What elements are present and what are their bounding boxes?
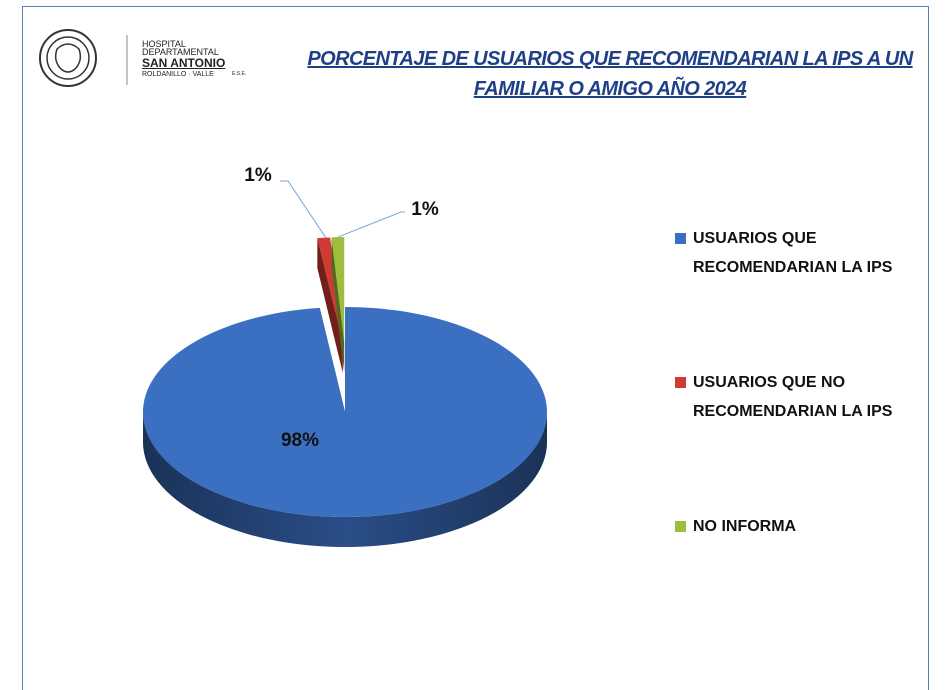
data-label: 98% xyxy=(281,430,319,451)
data-label: 1% xyxy=(411,199,439,220)
slice-face xyxy=(317,237,343,343)
slice-face xyxy=(317,238,343,373)
chart-title: PORCENTAJE DE USUARIOS QUE RECOMENDARIAN… xyxy=(307,48,913,100)
slice-face xyxy=(317,238,343,373)
leader-line xyxy=(280,180,327,238)
frame xyxy=(22,6,929,690)
slice-face xyxy=(331,237,345,343)
logo-text: SAN ANTONIO xyxy=(142,56,226,70)
logo-text: ROLDANILLO · VALLE xyxy=(142,71,214,78)
data-label: 1% xyxy=(244,165,272,186)
pie-slice xyxy=(331,237,345,373)
legend-label: NO INFORMA xyxy=(693,518,797,535)
slice-face xyxy=(331,237,345,373)
slice-face xyxy=(143,412,547,547)
logo-text: DEPARTAMENTAL xyxy=(142,47,219,57)
legend-label: USUARIOS QUE NO RECOMENDARIAN LA IPS xyxy=(693,374,893,420)
logo-text: E.S.E. xyxy=(232,71,247,77)
leader-line xyxy=(337,211,405,238)
logo-text: HOSPITAL xyxy=(142,39,186,49)
legend-swatch xyxy=(675,377,686,388)
legend-label: USUARIOS QUE RECOMENDARIAN LA IPS xyxy=(693,230,893,276)
slice-face xyxy=(142,307,547,517)
logo xyxy=(39,29,128,87)
slice-face xyxy=(331,237,345,373)
legend-swatch xyxy=(675,521,686,532)
pie-slice xyxy=(142,307,547,547)
legend-swatch xyxy=(675,233,686,244)
